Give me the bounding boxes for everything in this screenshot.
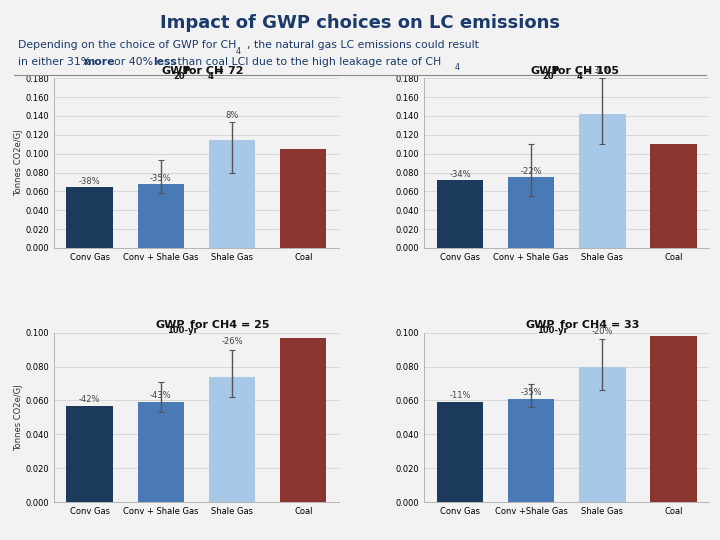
Text: for CH: for CH [180, 65, 223, 76]
Text: 4: 4 [208, 72, 214, 81]
Bar [66, 406, 113, 502]
Text: Impact of GWP choices on LC emissions: Impact of GWP choices on LC emissions [160, 14, 560, 31]
Bar [437, 402, 483, 502]
Text: -20%: -20% [592, 327, 613, 336]
Text: GWP: GWP [162, 65, 192, 76]
Bar [138, 402, 184, 502]
Text: , the natural gas LC emissions could result: , the natural gas LC emissions could res… [247, 40, 479, 51]
Bar [579, 114, 626, 248]
Bar [209, 140, 255, 248]
Bar [508, 177, 554, 248]
Text: 4: 4 [455, 63, 460, 72]
Text: = 72: = 72 [211, 65, 243, 76]
Text: in either 31%: in either 31% [18, 57, 94, 67]
Bar [66, 187, 113, 248]
Bar [508, 399, 554, 502]
Text: -34%: -34% [449, 170, 471, 179]
Text: Depending on the choice of GWP for CH: Depending on the choice of GWP for CH [18, 40, 236, 51]
Bar [209, 377, 255, 502]
Y-axis label: Tonnes CO2e/GJ: Tonnes CO2e/GJ [14, 384, 22, 451]
Text: = 105: = 105 [580, 65, 619, 76]
Text: -42%: -42% [79, 395, 100, 404]
Text: -35%: -35% [150, 174, 171, 183]
Text: 100-yr: 100-yr [167, 326, 198, 335]
Text: for CH: for CH [549, 65, 592, 76]
Text: 4: 4 [576, 72, 582, 81]
Text: or 40%: or 40% [107, 57, 157, 67]
Text: -26%: -26% [221, 337, 243, 346]
Y-axis label: Tonnes CO2e/GJ: Tonnes CO2e/GJ [14, 130, 22, 197]
Text: -35%: -35% [521, 388, 542, 397]
Text: GWP: GWP [526, 320, 555, 330]
Text: -22%: -22% [521, 167, 542, 176]
Text: for CH4 = 33: for CH4 = 33 [557, 320, 640, 330]
Text: 4: 4 [235, 47, 240, 56]
Bar [579, 367, 626, 502]
Bar [280, 149, 326, 248]
Bar [650, 336, 697, 502]
Bar [437, 180, 483, 248]
Text: 20: 20 [542, 72, 554, 81]
Text: -11%: -11% [449, 392, 471, 401]
Bar [650, 144, 697, 248]
Text: -43%: -43% [150, 392, 171, 401]
Text: 31%: 31% [593, 66, 612, 76]
Text: GWP: GWP [156, 320, 185, 330]
Text: 20: 20 [174, 72, 186, 81]
Text: more: more [83, 57, 114, 67]
Text: than coal LCI due to the high leakage rate of CH: than coal LCI due to the high leakage ra… [174, 57, 441, 67]
Text: GWP: GWP [531, 65, 560, 76]
Text: -38%: -38% [78, 177, 101, 186]
Bar [138, 184, 184, 248]
Text: 8%: 8% [225, 111, 239, 120]
Text: less: less [153, 57, 176, 67]
Text: for CH4 = 25: for CH4 = 25 [186, 320, 269, 330]
Bar [280, 338, 326, 502]
Text: 100-yr: 100-yr [537, 326, 568, 335]
